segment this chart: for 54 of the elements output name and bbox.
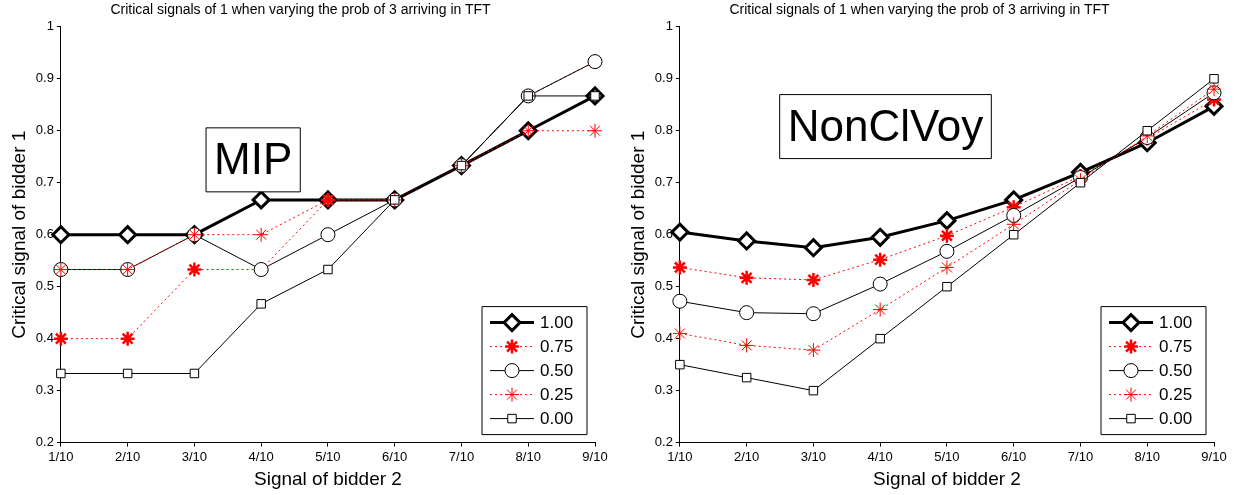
- chart-title: Critical signals of 1 when varying the prob of 3 arriving in TFT: [110, 1, 492, 18]
- x-tick-label: 2/10: [114, 448, 141, 464]
- x-tick-label: 6/10: [382, 448, 408, 464]
- y-tick-label: 0.7: [654, 174, 673, 190]
- x-tick-label: 6/10: [1001, 448, 1027, 464]
- x-tick-label: 9/10: [582, 448, 608, 464]
- x-axis-title: Signal of bidder 2: [253, 467, 402, 489]
- legend-label: 0.75: [540, 337, 574, 357]
- y-tick-label: 0.4: [654, 330, 673, 346]
- y-tick-label: 0.2: [654, 434, 673, 450]
- annotation: MIP: [214, 134, 293, 183]
- legend-label: 0.75: [1159, 337, 1193, 357]
- x-tick-label: 1/10: [48, 448, 74, 464]
- x-tick-label: 3/10: [181, 448, 208, 464]
- y-tick-label: 0.4: [35, 330, 54, 346]
- y-tick-label: 0.8: [654, 122, 673, 138]
- x-tick-label: 8/10: [515, 448, 541, 464]
- x-tick-label: 4/10: [867, 448, 893, 464]
- y-tick-label: 0.9: [654, 70, 673, 86]
- y-tick-label: 1: [46, 18, 54, 34]
- chart-title: Critical signals of 1 when varying the prob of 3 arriving in TFT: [729, 1, 1111, 18]
- x-axis-title: Signal of bidder 2: [872, 467, 1021, 489]
- y-axis-title: Critical signal of bidder 1: [626, 130, 648, 339]
- y-tick-label: 0.9: [35, 70, 54, 86]
- legend-label: 1.00: [1159, 313, 1193, 333]
- legend-label: 0.50: [1159, 361, 1193, 381]
- x-tick-label: 5/10: [934, 448, 960, 464]
- x-tick-label: 3/10: [800, 448, 827, 464]
- x-tick-label: 2/10: [733, 448, 760, 464]
- legend-label: 0.50: [540, 361, 574, 381]
- y-tick-label: 0.7: [35, 174, 54, 190]
- y-tick-label: 1: [665, 18, 673, 34]
- y-tick-label: 0.8: [35, 122, 54, 138]
- y-tick-label: 0.3: [35, 382, 54, 398]
- y-tick-label: 0.6: [654, 226, 673, 242]
- annotation: NonClVoy: [787, 100, 984, 150]
- legend-label: 0.00: [1159, 409, 1193, 429]
- y-tick-label: 0.2: [35, 434, 54, 450]
- legend-label: 0.25: [540, 385, 574, 405]
- x-tick-label: 8/10: [1134, 448, 1160, 464]
- y-tick-label: 0.3: [654, 382, 673, 398]
- legend-label: 0.00: [540, 409, 574, 429]
- x-tick-label: 4/10: [248, 448, 274, 464]
- y-tick-label: 0.5: [35, 278, 54, 294]
- x-tick-label: 7/10: [1067, 448, 1094, 464]
- x-tick-label: 7/10: [448, 448, 475, 464]
- x-tick-label: 1/10: [667, 448, 693, 464]
- y-tick-label: 0.6: [35, 226, 54, 242]
- legend-label: 1.00: [540, 313, 574, 333]
- x-tick-label: 5/10: [315, 448, 341, 464]
- y-axis-title: Critical signal of bidder 1: [7, 130, 29, 339]
- legend-label: 0.25: [1159, 385, 1193, 405]
- y-tick-label: 0.5: [654, 278, 673, 294]
- x-tick-label: 9/10: [1201, 448, 1227, 464]
